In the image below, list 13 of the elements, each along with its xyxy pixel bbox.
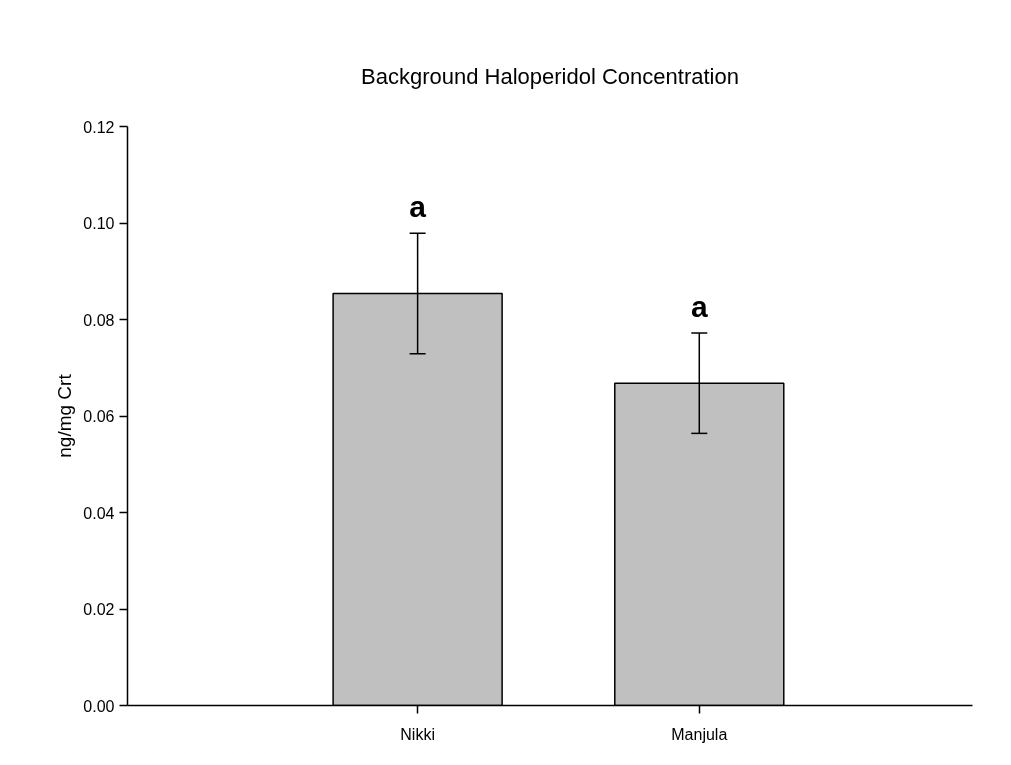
y-tick-label: 0.04 [83,504,115,522]
y-tick-label: 0.10 [83,215,115,232]
y-tick-label: 0.12 [83,118,115,136]
y-axis-title: ng/mg Crt [54,373,76,458]
y-tick-label: 0.00 [83,697,115,715]
y-tick-label: 0.06 [83,408,115,425]
annotation: a [409,190,427,224]
x-tick-label: Nikki [400,725,435,743]
chart-title: Background Haloperidol Concentration [361,64,739,89]
annotation: a [690,290,708,324]
y-tick-label: 0.02 [83,601,115,618]
x-tick-label: Manjula [671,725,728,743]
y-tick-label: 0.08 [83,311,115,329]
